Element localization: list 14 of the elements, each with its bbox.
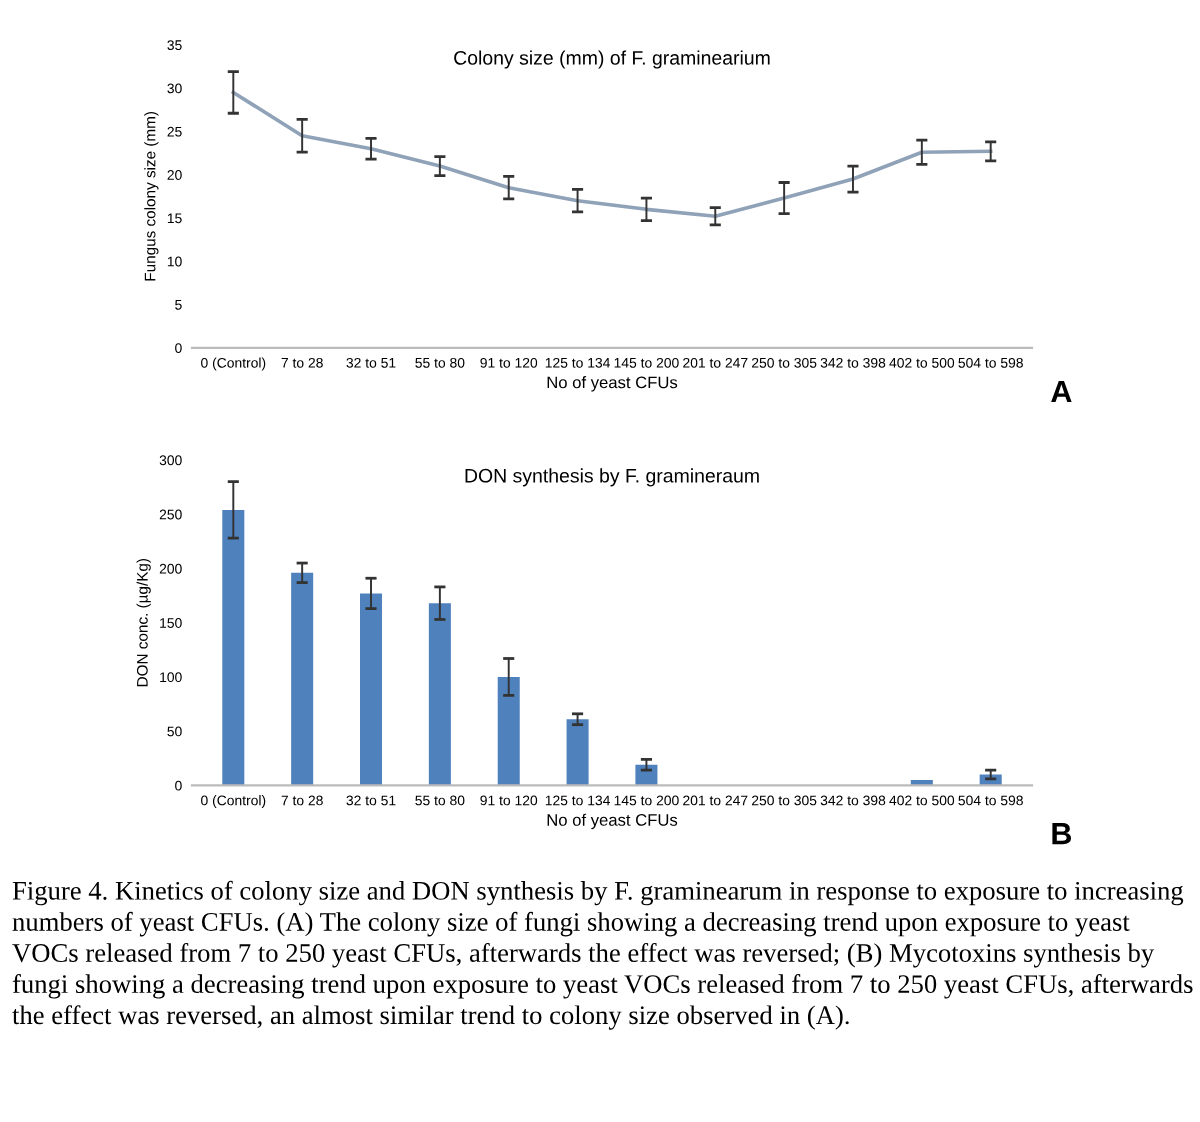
- bar: [497, 676, 520, 786]
- bar: [566, 719, 589, 786]
- bar: [291, 572, 314, 786]
- bar: [360, 593, 383, 786]
- line-series: [231, 90, 993, 219]
- text: A: [1051, 381, 1072, 403]
- bar: [428, 603, 451, 786]
- bar: [222, 509, 245, 786]
- caption: Figure 4. Kinetics of colony size and DON synthesis by F. graminearum in response to exposure to increasing numbers of yeast CFUs. (A) The colony size of fungi showing a decreasing trend upon exposure to yeast VOCs released from 7 to 250 yeast CFUs, afterwards the effect was reversed; (B) Mycotoxins synthesis by fungi showing a decreasing trend upon exposure to yeast VOCs released from 7 to 250 yeast CFUs, afterwards the effect was reversed, an almost similar trend to colony size observed in (A).: [12, 880, 1193, 1030]
- x-axis-title: No of yeast CFUs: [547, 376, 678, 392]
- chart-title: DON synthesis by F. gramineraum: [465, 468, 759, 487]
- chart-title: Colony size (mm) of F. graminearium: [454, 50, 770, 69]
- x-axis-title: No of yeast CFUs: [547, 813, 678, 830]
- text: B: [1052, 823, 1072, 845]
